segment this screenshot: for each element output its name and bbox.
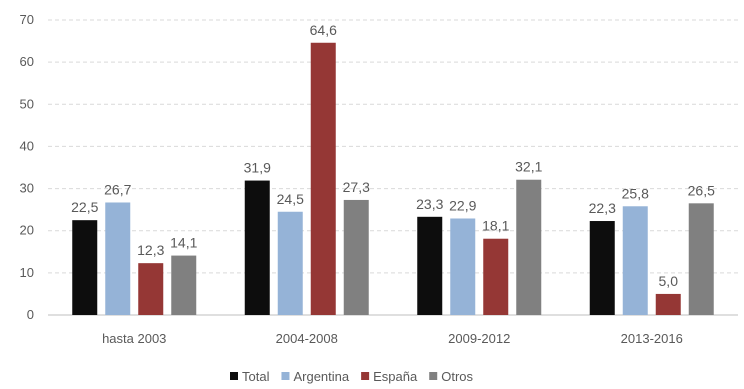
bar-españa-4	[655, 293, 681, 315]
bar-españa-3	[483, 238, 509, 315]
data-label: 26,5	[688, 182, 715, 198]
bar-otros-3	[516, 179, 542, 315]
legend-swatch-españa	[361, 372, 370, 380]
data-label: 64,6	[310, 22, 337, 38]
y-axis-ticks: 0 10 20 30 40 50 60 70	[20, 12, 34, 322]
data-label: 22,9	[449, 197, 476, 213]
legend-label: Argentina	[293, 369, 349, 384]
y-tick-label: 0	[27, 307, 34, 322]
y-tick-label: 30	[20, 181, 34, 196]
data-label: 18,1	[482, 218, 509, 234]
data-label: 24,5	[277, 191, 304, 207]
category-label: hasta 2003	[102, 331, 166, 346]
bar-argentina-1	[105, 202, 131, 315]
y-tick-label: 40	[20, 138, 34, 153]
data-label: 12,3	[137, 242, 164, 258]
y-tick-label: 20	[20, 223, 34, 238]
y-tick-label: 50	[20, 96, 34, 111]
data-label: 32,1	[515, 159, 542, 175]
data-label: 26,7	[104, 181, 131, 197]
bars	[72, 42, 714, 315]
bar-total-1	[72, 220, 98, 315]
bar-otros-4	[688, 203, 714, 315]
data-label: 31,9	[244, 160, 271, 176]
bar-españa-2	[310, 42, 336, 315]
bar-otros-1	[171, 255, 197, 315]
data-label: 5,0	[659, 273, 679, 289]
bar-argentina-3	[450, 218, 476, 315]
data-labels: 22,5 26,7 12,3 14,1 31,9 24,5 64,6 27,3 23,3 22,9…	[71, 22, 715, 289]
category-label: 2009-2012	[448, 331, 510, 346]
bar-argentina-4	[622, 206, 648, 315]
data-label: 22,3	[589, 200, 616, 216]
data-label: 23,3	[416, 196, 443, 212]
y-tick-label: 60	[20, 54, 34, 69]
category-label: 2004-2008	[276, 331, 338, 346]
bar-total-4	[589, 221, 615, 315]
bar-argentina-2	[277, 211, 303, 315]
legend-swatch-argentina	[281, 372, 290, 380]
bar-otros-2	[343, 199, 369, 315]
category-label: 2013-2016	[621, 331, 683, 346]
data-label: 14,1	[170, 235, 197, 251]
y-tick-label: 70	[20, 12, 34, 27]
y-tick-label: 10	[20, 265, 34, 280]
bar-total-2	[244, 180, 270, 315]
legend-swatch-otros	[429, 372, 438, 380]
bar-españa-1	[138, 263, 164, 315]
x-axis-categories: hasta 2003 2004-2008 2009-2012 2013-2016	[102, 331, 683, 346]
legend-label: Total	[242, 369, 270, 384]
data-label: 25,8	[622, 185, 649, 201]
legend-swatch-total	[230, 372, 238, 380]
bar-total-3	[417, 216, 443, 315]
legend-label: Otros	[441, 369, 473, 384]
data-label: 22,5	[71, 199, 98, 215]
data-label: 27,3	[343, 179, 370, 195]
legend: Total Argentina España Otros	[230, 369, 474, 384]
legend-label: España	[373, 369, 418, 384]
